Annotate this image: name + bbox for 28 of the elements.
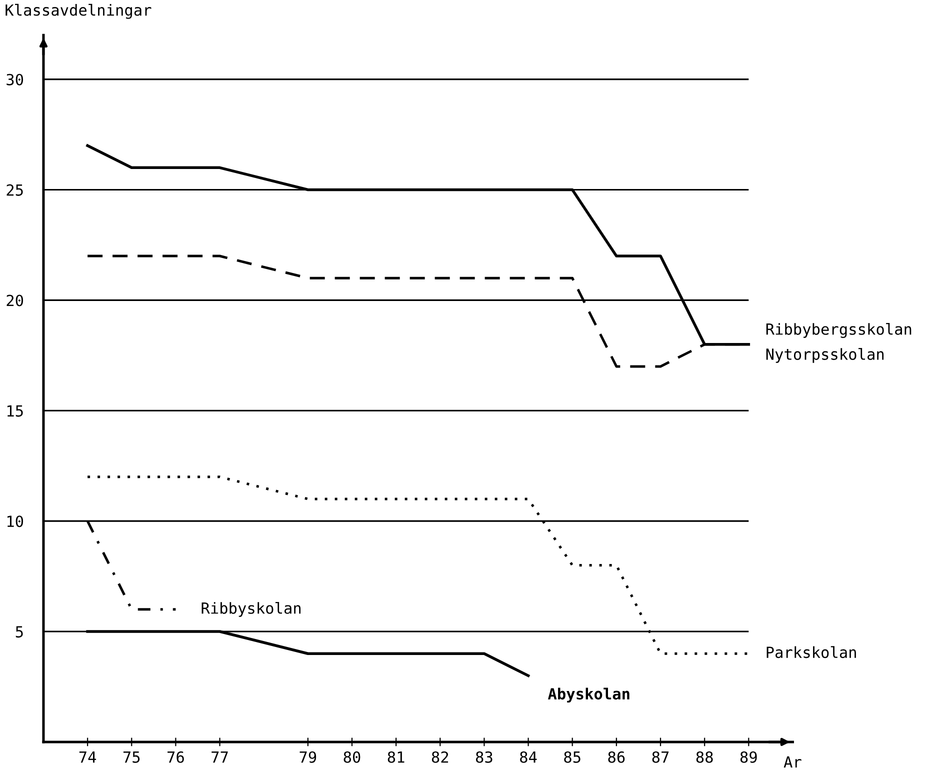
x-tick-label: 83 [476,751,492,763]
x-tick-label: 77 [212,752,228,763]
series-label: Abyskolan [548,688,630,703]
y-tick-label: 10 [7,516,24,528]
x-tick-label: 79 [300,751,316,763]
x-tick-label: 75 [123,752,140,763]
y-tick-label: 20 [6,294,24,306]
x-tick-label: 76 [168,751,184,763]
x-tick-label: 82 [432,751,448,763]
y-tick-label: 30 [6,74,24,86]
y-axis-title: Klassavdelningar [6,4,152,19]
series-label: Ribbyskolan [202,602,301,617]
y-tick-label: 15 [7,405,23,417]
series-label: Parkskolan [766,646,856,658]
x-axis-title: Ar [784,756,802,768]
x-tick-label: 88 [696,751,713,763]
series-label: Nytorpsskolan [766,348,884,363]
x-tick-label: 74 [79,752,96,763]
x-tick-label: 87 [652,751,669,763]
x-tick-label: 85 [564,751,580,763]
x-tick-label: 80 [344,751,360,763]
x-tick-label: 89 [740,751,757,763]
y-tick-label: 5 [16,626,23,638]
y-tick-label: 25 [6,184,23,196]
x-tick-label: 86 [608,751,625,763]
x-tick-label: 84 [520,751,537,763]
x-tick-label: 81 [388,751,404,763]
series-label: Ribbybergsskolan [766,322,912,338]
